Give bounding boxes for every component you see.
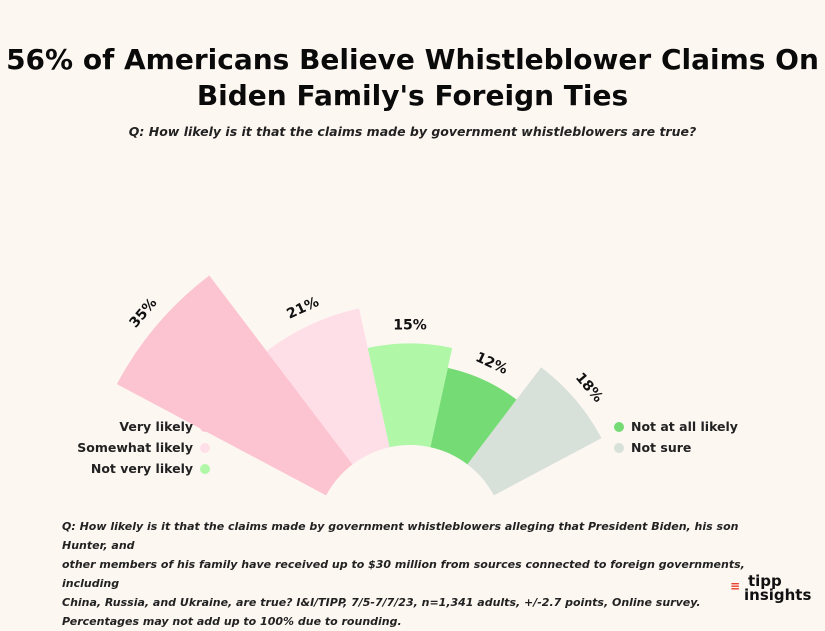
footnote-line: Percentages may not add up to 100% due t… xyxy=(62,615,402,628)
data-label: 12% xyxy=(473,349,510,378)
bar-somewhat-likely xyxy=(266,308,390,465)
bar-very-likely xyxy=(116,275,353,496)
bar-not-sure xyxy=(467,367,602,496)
logo-mark-icon: ≡ xyxy=(730,579,741,593)
title-line-1: 56% of Americans Believe Whistleblower C… xyxy=(6,43,819,76)
legend-right: Not at all likely Not sure xyxy=(614,416,774,458)
footnote-line: Q: How likely is it that the claims made… xyxy=(62,520,739,552)
footnote-line: other members of his family have receive… xyxy=(62,558,745,590)
bar-not-at-all-likely xyxy=(430,367,517,465)
tipp-insights-logo: ≡ tipp insights xyxy=(730,573,815,607)
legend-item-not-at-all-likely: Not at all likely xyxy=(614,416,774,437)
legend-swatch xyxy=(200,463,210,474)
legend-label: Not at all likely xyxy=(631,419,738,434)
data-label: 15% xyxy=(393,317,427,333)
legend-left: Very likely Somewhat likely Not very lik… xyxy=(70,416,210,479)
legend-item-somewhat-likely: Somewhat likely xyxy=(70,437,210,458)
data-label: 18% xyxy=(572,370,606,406)
footnote: Q: How likely is it that the claims made… xyxy=(62,517,762,631)
title-line-2: Biden Family's Foreign Ties xyxy=(196,79,629,112)
legend-label: Very likely xyxy=(119,419,193,434)
bar-not-very-likely xyxy=(367,343,453,448)
legend-swatch xyxy=(614,421,624,432)
legend-swatch xyxy=(614,442,624,453)
legend-item-not-very-likely: Not very likely xyxy=(70,458,210,479)
data-label: 21% xyxy=(284,294,321,323)
legend-label: Not very likely xyxy=(90,461,193,476)
legend-label: Not sure xyxy=(631,440,692,455)
chart-title: 56% of Americans Believe Whistleblower C… xyxy=(0,42,825,114)
legend-swatch xyxy=(200,442,210,453)
legend-label: Somewhat likely xyxy=(77,440,193,455)
logo-word-2: insights xyxy=(744,586,812,604)
logo-word-1: tipp xyxy=(748,572,782,590)
data-label: 35% xyxy=(127,295,161,331)
footnote-line: China, Russia, and Ukraine, are true? I&… xyxy=(62,596,701,609)
legend-item-not-sure: Not sure xyxy=(614,437,774,458)
legend-swatch xyxy=(200,421,210,432)
chart-subtitle: Q: How likely is it that the claims made… xyxy=(128,124,697,139)
legend-item-very-likely: Very likely xyxy=(70,416,210,437)
